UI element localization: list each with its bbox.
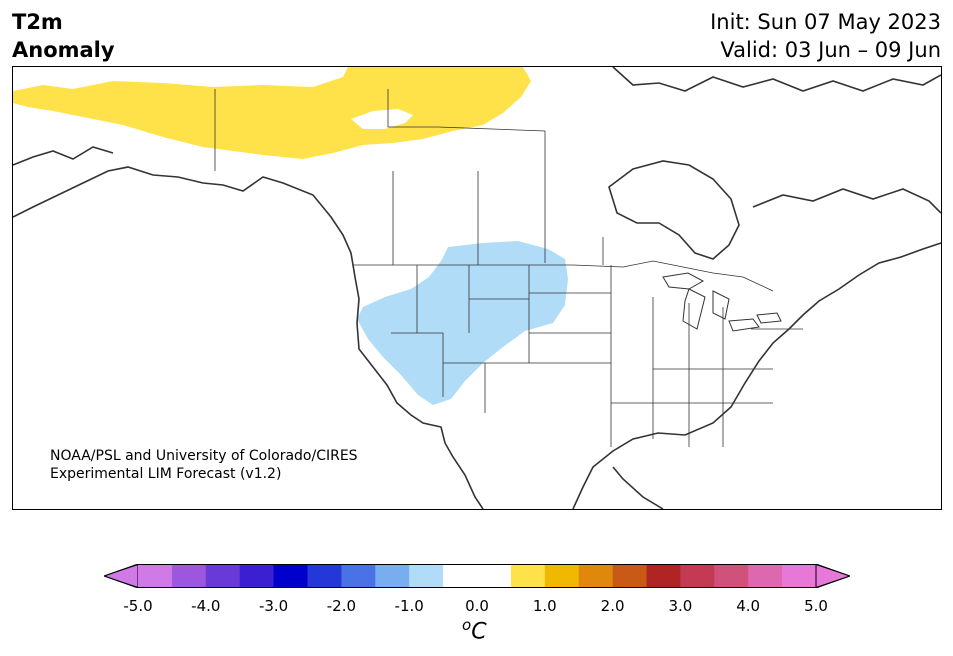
colorbar-tick-label: -4.0 — [191, 597, 221, 615]
colorbar-tick-label: -2.0 — [326, 597, 357, 615]
cool-anomaly-region — [357, 241, 568, 405]
colorbar-tick-label: -1.0 — [394, 597, 424, 615]
colorbar-tick-label: 1.0 — [532, 597, 557, 615]
colorbar-segment — [138, 564, 173, 588]
colorbar-segment — [443, 564, 478, 588]
great-lakes — [662, 272, 782, 332]
warm-anomaly-region — [13, 67, 531, 159]
colorbar-segment — [171, 564, 207, 588]
colorbar — [104, 564, 850, 588]
map-title: T2m Anomaly — [12, 8, 115, 64]
variable-label: T2m — [12, 10, 63, 34]
colorbar-segment — [510, 564, 546, 588]
colorbar-tick-label: 2.0 — [600, 597, 625, 615]
colorbar-tick-label: -5.0 — [123, 597, 153, 615]
forecast-dates: Init: Sun 07 May 2023 Valid: 03 Jun – 09… — [710, 8, 941, 64]
colorbar-segment — [646, 564, 681, 588]
valid-date: Valid: 03 Jun – 09 Jun — [720, 38, 941, 62]
credit-line-1: NOAA/PSL and University of Colorado/CIRE… — [50, 448, 358, 464]
colorbar-tick-label: 4.0 — [736, 597, 761, 615]
credit-text: NOAA/PSL and University of Colorado/CIRE… — [50, 447, 358, 483]
map-canvas — [13, 67, 941, 509]
colorbar-segment — [578, 564, 614, 588]
boundaries — [214, 89, 803, 447]
colorbar-segment — [748, 564, 783, 588]
colorbar-segment — [409, 564, 444, 588]
colorbar-under-extend — [104, 564, 139, 588]
unit-symbol: C — [471, 619, 487, 645]
coastlines — [13, 67, 941, 509]
colorbar-segment — [782, 564, 817, 588]
colorbar-segment — [341, 564, 376, 588]
colorbar-segment — [273, 564, 308, 588]
colorbar-frame — [104, 564, 850, 588]
colorbar-segment — [714, 564, 749, 588]
colorbar-over-extend — [815, 564, 850, 588]
colorbar-segment — [544, 564, 580, 588]
colorbar-segment — [307, 564, 342, 588]
colorbar-unit: oC — [462, 616, 487, 644]
colorbar-tick-label: -3.0 — [258, 597, 289, 615]
colorbar-segment — [239, 564, 275, 588]
colorbar-segment — [680, 564, 715, 588]
colorbar-tick-label: 5.0 — [804, 597, 828, 615]
colorbar-segment — [375, 564, 410, 588]
colorbar-tick-label: 0.0 — [465, 597, 489, 615]
colorbar-segment — [205, 564, 241, 588]
anomaly-label: Anomaly — [12, 38, 115, 62]
anomaly-map: NOAA/PSL and University of Colorado/CIRE… — [12, 66, 942, 510]
init-date: Init: Sun 07 May 2023 — [710, 10, 941, 34]
colorbar-segment — [477, 564, 512, 588]
colorbar-segment — [612, 564, 647, 588]
warm-anomaly-gap — [351, 109, 413, 129]
credit-line-2: Experimental LIM Forecast (v1.2) — [50, 466, 282, 482]
degree-marker: o — [462, 616, 472, 634]
colorbar-tick-label: 3.0 — [668, 597, 693, 615]
